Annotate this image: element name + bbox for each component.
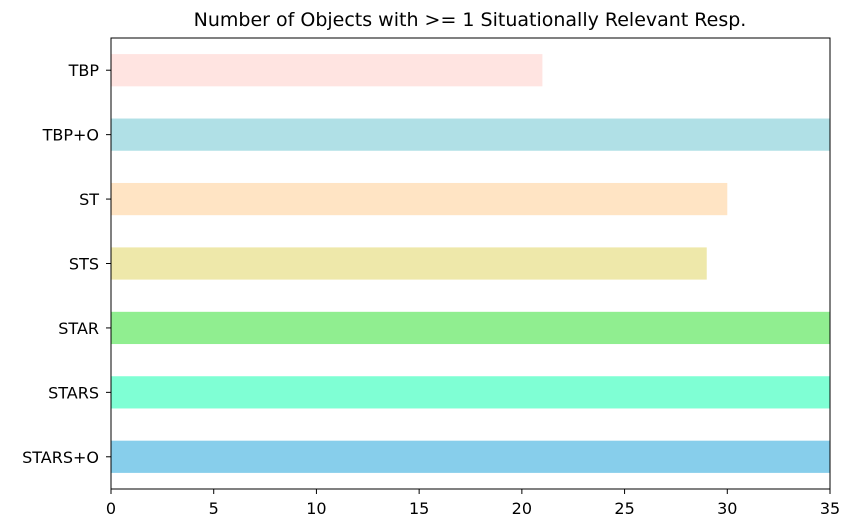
plot-frame [110,37,831,490]
x-tick-label: 30 [717,499,737,518]
x-tick-label: 25 [614,499,634,518]
x-tick-label: 10 [306,499,326,518]
chart-title: Number of Objects with >= 1 Situationall… [194,9,747,31]
y-tick-label: TBP [68,61,100,80]
bar-stars-o [111,440,830,473]
bar-sts [111,247,707,280]
bar-stars [111,376,830,409]
x-tick-label: 15 [409,499,429,518]
y-tick-label: STARS [48,383,99,402]
bar-st [111,182,728,216]
y-tick-label: STAR [58,319,99,338]
bar-tbp [111,54,543,87]
bars-layer [111,54,830,473]
x-tick-label: 0 [106,499,116,518]
axes-layer: TBP TBP+O ST STS STAR STARS STARS+O 0 5 10 15 20 25 3… [22,37,840,518]
x-tick-label: 20 [512,499,532,518]
y-tick-label: STARS+O [22,448,99,467]
x-tick-label: 35 [820,499,840,518]
bar-star [111,311,830,345]
y-tick-label: ST [79,190,99,209]
bar-tbp-o [111,118,830,151]
y-tick-label: STS [69,255,99,274]
x-tick-label: 5 [209,499,219,518]
y-tick-label: TBP+O [42,126,99,145]
